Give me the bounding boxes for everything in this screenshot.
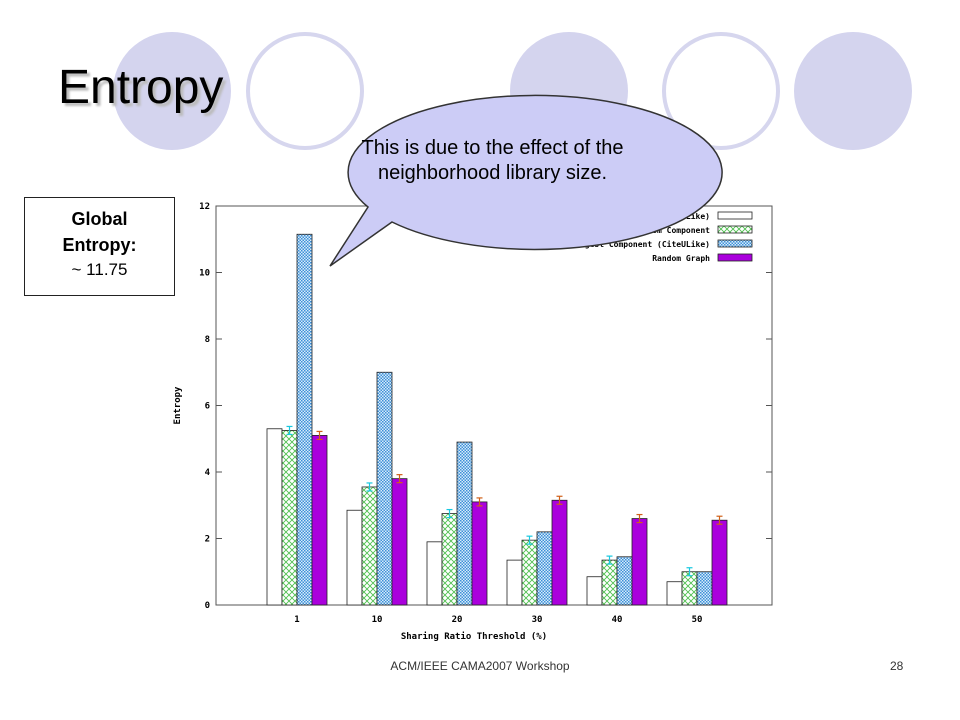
decor-circle-5 (794, 32, 912, 150)
x-tick-label: 50 (692, 615, 703, 625)
y-tick-label: 8 (205, 335, 210, 345)
bar-random-graph (711, 519, 728, 606)
bar-random-component (281, 430, 298, 606)
legend-label: Entropy (CiteULike) (618, 211, 710, 221)
bar-entropy-citeulike (666, 581, 683, 606)
bar-largest-component (696, 571, 713, 606)
decor-circle-1 (113, 32, 231, 150)
decor-circle-2 (246, 32, 364, 150)
slide-footer: ACM/IEEE CAMA2007 Workshop (390, 659, 570, 673)
bar-largest-component (536, 531, 553, 606)
x-tick-label: 40 (612, 615, 623, 625)
decor-circle-4 (662, 32, 780, 150)
legend-swatch (717, 225, 753, 234)
bar-random-graph (551, 499, 568, 606)
x-tick-label: 20 (452, 615, 463, 625)
bar-entropy-citeulike (586, 576, 603, 606)
decor-circle-3 (510, 32, 628, 150)
y-tick-label: 0 (205, 601, 210, 611)
x-tick-label: 1 (294, 615, 299, 625)
global-entropy-box: Global Entropy: ~ 11.75 (24, 197, 175, 296)
page-number: 28 (890, 659, 904, 673)
bar-random-graph (311, 435, 328, 606)
legend-swatch (717, 239, 753, 248)
y-tick-label: 10 (199, 269, 210, 279)
bar-random-component (521, 539, 538, 606)
y-tick-label: 12 (199, 202, 210, 212)
slide-title: Entropy (58, 61, 224, 114)
y-axis-label: Entropy (173, 386, 183, 425)
x-tick-label: 30 (532, 615, 543, 625)
bar-entropy-citeulike (506, 559, 523, 606)
legend-label: Random Component (633, 226, 710, 235)
y-tick-label: 2 (205, 535, 210, 545)
bar-largest-component (376, 371, 393, 606)
bar-largest-component (296, 233, 313, 606)
callout-text: This is due to the effect of the neighbo… (361, 137, 624, 184)
bar-random-graph (631, 518, 648, 606)
global-entropy-line1: Global (71, 209, 128, 229)
bar-random-component (681, 571, 698, 606)
legend-label: Random Graph (652, 254, 710, 263)
entropy-bar-chart: Entropy (CiteULike) Random Component Large… (173, 202, 773, 642)
x-tick-label: 10 (372, 615, 383, 625)
global-entropy-value: ~ 11.75 (71, 260, 128, 279)
bar-entropy-citeulike (266, 428, 283, 606)
bar-largest-component (616, 556, 633, 606)
bar-random-component (361, 486, 378, 606)
y-tick-label: 6 (205, 402, 210, 412)
x-axis-label: Sharing Ratio Threshold (%) (401, 631, 547, 642)
legend-swatch (717, 211, 753, 220)
bar-random-component (441, 513, 458, 606)
bar-random-graph (471, 501, 488, 606)
bar-entropy-citeulike (346, 509, 363, 606)
legend-swatch (717, 253, 753, 262)
bar-entropy-citeulike (426, 541, 443, 606)
y-tick-label: 4 (205, 468, 211, 478)
legend-label: Largest Component (CiteULike) (570, 239, 710, 249)
global-entropy-line2: Entropy: (62, 235, 137, 255)
bar-random-graph (391, 478, 408, 606)
bar-largest-component (456, 441, 473, 606)
bar-random-component (601, 559, 618, 606)
